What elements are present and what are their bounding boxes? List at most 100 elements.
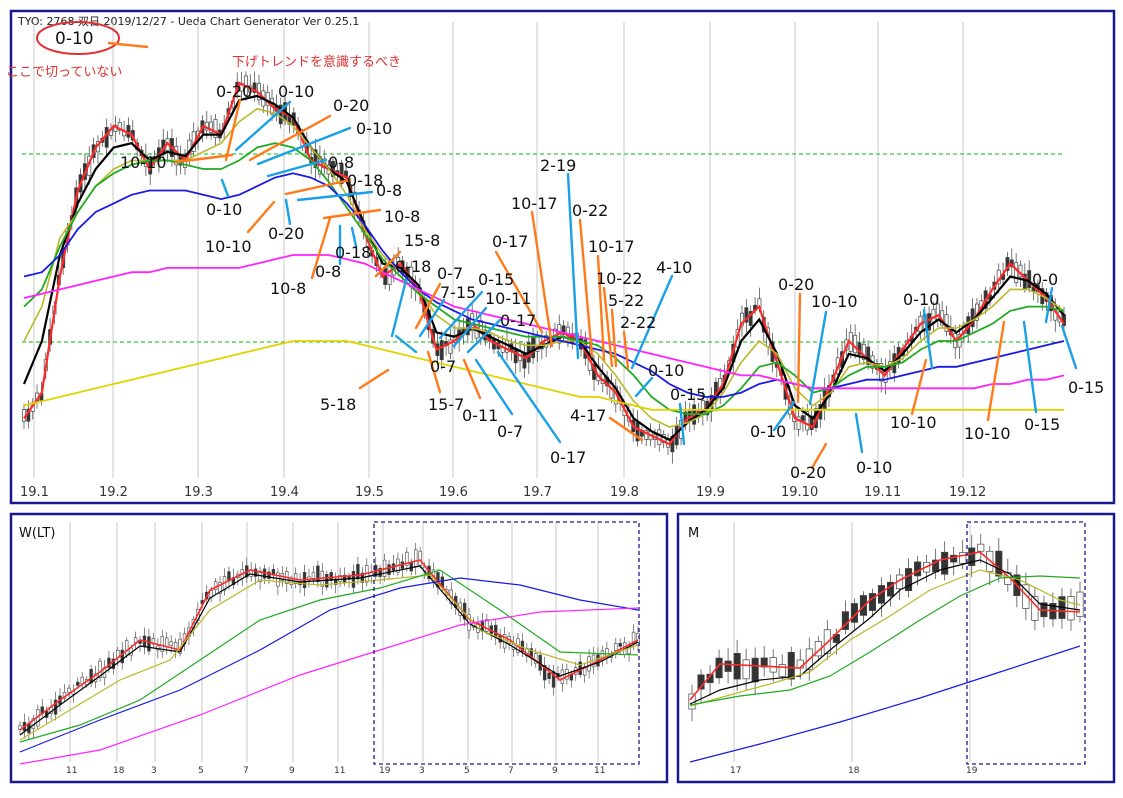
weekly-candle-body [618,642,622,647]
annotation-label: 0-0 [1032,270,1058,289]
daily-candle-body [657,429,662,445]
annotation-label: 0-10 [856,458,892,477]
annotation-label: 0-10 [206,200,242,219]
annotation-pointer [266,158,328,178]
annotation-label: 10-11 [485,289,532,308]
daily-ma-line [23,340,1064,411]
annotation-label: 0-18 [335,243,371,262]
note-be-aware-downtrend: 下げトレンドを意識するべき [232,54,401,70]
daily-ma-line [23,107,1065,428]
monthly-moving-averages [689,551,1081,763]
annotation-pointer [462,358,482,400]
daily-x-label: 19.3 [184,485,213,500]
weekly-x-label: 19 [379,766,391,776]
annotation-label: 0-22 [572,201,608,220]
daily-panel-frame [9,9,1116,505]
weekly-candle-body [267,571,271,579]
weekly-x-label: 7 [508,766,514,776]
annotation-pointer [496,350,562,444]
annotation-label: 0-17 [500,311,536,330]
daily-candle-body [805,411,810,431]
annotation-label: 4-10 [656,258,692,277]
weekly-candle-body [636,633,640,646]
annotation-pointer [284,198,292,226]
weekly-x-label: 9 [552,766,558,776]
annotation-label: 0-20 [778,275,814,294]
monthly-candle-body [1031,596,1039,621]
annotation-label: 0-15 [670,385,706,404]
weekly-x-label: 18 [113,766,125,776]
weekly-x-label: 9 [289,766,295,776]
annotation-label: 0-20 [790,463,826,482]
monthly-candle-body [769,657,777,673]
daily-candle-body [331,160,335,177]
daily-candle-body [740,312,744,326]
daily-candle-body [174,145,179,166]
daily-candle-body [1014,262,1019,283]
annotation-label: 0-8 [328,153,354,172]
annotation-pointer [234,100,292,152]
ma-line [19,574,639,741]
monthly-candle-body [995,550,1003,577]
monthly-panel-frame [676,512,1116,784]
weekly-candle-body [485,619,489,632]
ma-line [19,559,639,731]
annotation-pointer [566,172,580,360]
weekly-candle-body [316,565,320,583]
annotation-label: 0-15 [478,270,514,289]
annotation-pointer [358,368,390,390]
weekly-candle-body [218,582,222,594]
annotation-label: 15-8 [404,231,440,250]
monthly-candle-body [941,551,949,575]
daily-candle-body [183,156,187,168]
daily-x-label: 19.12 [949,485,986,500]
weekly-candle-body [614,643,618,651]
daily-x-label: 19.2 [99,485,128,500]
daily-x-label: 19.1 [20,485,49,500]
annotation-pointer [808,310,828,406]
annotation-label: 0-7 [430,357,456,376]
monthly-candle-body [751,657,759,683]
daily-candle-body [531,337,536,359]
daily-x-label: 19.5 [355,485,384,500]
annotation-label: 0-10 [903,290,939,309]
annotation-label: 0-17 [492,232,528,251]
annotation-pointer [910,358,928,416]
annotation-label: 10-10 [964,424,1011,443]
daily-candle-body [931,308,936,323]
annotation-label: 0-15 [1024,415,1060,434]
annotation-pointer [854,412,864,454]
daily-candle-body [439,340,444,361]
annotation-pointer [224,98,242,162]
annotation-pointer [772,400,796,432]
annotation-pointer [438,290,484,340]
circled-annotation-pointer [107,41,149,49]
monthly-candle-body [787,651,795,680]
daily-candle-body [927,313,932,331]
daily-candle-body [1027,270,1032,289]
annotation-pointer [296,190,374,202]
annotation-label: 0-11 [462,406,498,425]
weekly-x-labels: 11 18 3 5 7 9 11 19 3 5 7 9 11 [66,766,605,776]
daily-candle-body [209,121,214,133]
circled-annotation-ellipse [36,21,120,55]
weekly-candle-body [173,642,178,651]
monthly-x-label: 19 [966,766,978,776]
annotation-pointer [530,210,554,348]
weekly-x-label: 3 [419,766,425,776]
annotation-pointer [390,278,408,338]
annotation-lines [174,98,1078,470]
daily-candle-body [448,339,453,354]
weekly-x-label: 11 [334,766,345,776]
monthly-candle-body [724,660,732,672]
circled-annotation-label: 0-10 [55,29,94,49]
weekly-panel-frame [9,512,669,784]
daily-x-label: 19.8 [610,485,639,500]
daily-ma-line [23,172,1065,398]
monthly-candle-body [778,664,786,677]
annotation-label: 7-15 [440,283,476,302]
daily-candle-body [522,352,527,369]
weekly-candle-body [80,676,84,684]
daily-moving-averages [22,81,1065,446]
